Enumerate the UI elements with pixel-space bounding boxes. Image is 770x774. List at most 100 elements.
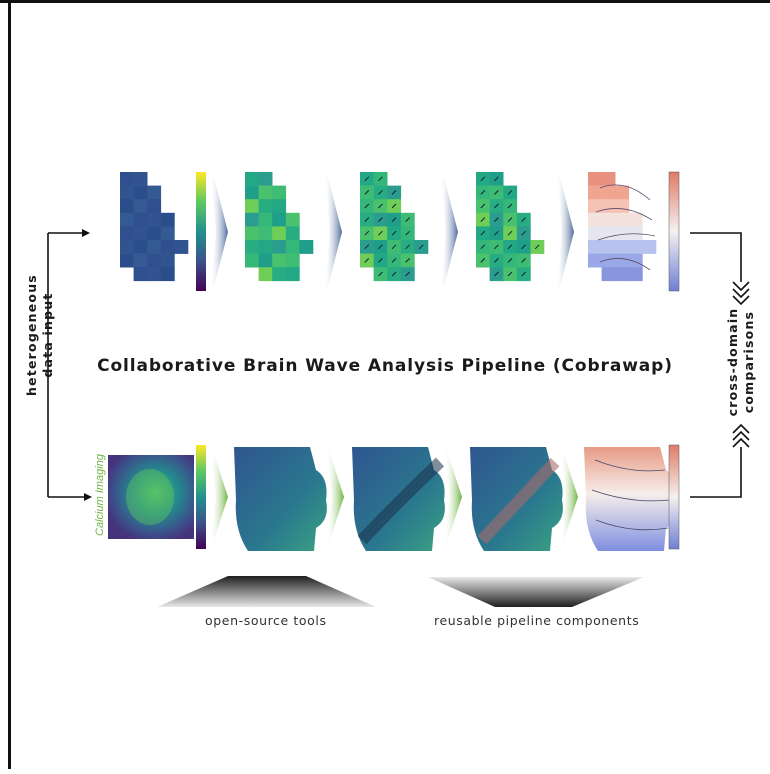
- vector-mark: [494, 230, 499, 236]
- grid-cell: [601, 226, 616, 241]
- vector-mark: [391, 190, 397, 195]
- cortex-region: [126, 469, 174, 525]
- raw-signal-map: [120, 172, 189, 282]
- vector-mark: [507, 271, 513, 277]
- vector-mark: [405, 217, 410, 222]
- grid-cell: [272, 212, 287, 227]
- output-connector-top: [690, 232, 742, 282]
- grid-cell: [588, 212, 602, 227]
- vector-mark: [391, 258, 397, 263]
- grid-cell: [285, 226, 300, 241]
- left-label-line-2: data input: [40, 292, 55, 378]
- double-chevron-icon: [732, 423, 750, 448]
- coolwarm-colorbar: [668, 444, 680, 550]
- grid-cell: [285, 240, 300, 254]
- grid-cell: [133, 226, 148, 241]
- phase-cortex-map: [584, 447, 677, 551]
- vector-mark: [480, 258, 486, 263]
- viridis-colorbar: [196, 172, 206, 291]
- contour-line: [594, 459, 666, 472]
- vector-mark: [405, 258, 410, 263]
- grid-cell: [601, 240, 616, 254]
- calcium-imaging-text: Calcium Imaging: [94, 454, 106, 536]
- grid-cell: [258, 226, 273, 241]
- top-row-stages: [120, 162, 680, 302]
- grid-cell: [615, 199, 630, 214]
- vector-mark: [364, 190, 370, 195]
- vector-mark: [378, 244, 383, 250]
- chevron-right-icon: [444, 442, 462, 552]
- vector-mark: [391, 271, 397, 277]
- vector-mark: [507, 258, 513, 263]
- vector-mark: [480, 190, 486, 195]
- grid-cell: [601, 199, 616, 214]
- grid-cell: [258, 212, 273, 227]
- grid-cell: [160, 212, 175, 227]
- vector-mark: [521, 258, 526, 263]
- vector-mark: [494, 190, 499, 195]
- vector-mark: [364, 244, 370, 250]
- chevron-right-icon: [326, 442, 344, 552]
- vector-mark: [494, 176, 499, 182]
- grid-cell: [642, 240, 657, 254]
- grid-cell: [120, 199, 134, 214]
- grid-cell: [615, 253, 630, 268]
- grid-cell: [615, 185, 630, 200]
- arrow-right-icon: [84, 493, 92, 501]
- grid-cell: [133, 212, 148, 227]
- vector-mark: [480, 230, 486, 236]
- vector-mark: [494, 271, 499, 277]
- right-label-line-2: comparisons: [741, 310, 756, 414]
- grid-cell: [133, 267, 148, 282]
- pipeline-components-trapezoid: [428, 577, 644, 607]
- grid-cell: [615, 212, 630, 227]
- chevron-right-icon: [210, 442, 228, 552]
- vector-mark: [480, 176, 486, 182]
- chevron-right-icon: [560, 442, 578, 552]
- grid-cell: [272, 267, 287, 282]
- chevron-right-icon: [440, 162, 458, 302]
- vector-mark: [364, 230, 370, 236]
- grid-cell: [245, 253, 259, 268]
- vector-mark: [480, 203, 486, 209]
- chevron-right-icon: [324, 162, 342, 302]
- output-connector-bottom: [690, 447, 742, 498]
- velocity-map: [476, 172, 545, 282]
- calcium-imaging-image: [108, 455, 194, 539]
- grid-cell: [120, 212, 134, 227]
- vector-mark: [418, 244, 424, 250]
- grid-cell: [245, 199, 259, 214]
- grid-cell: [120, 253, 134, 268]
- grid-cell: [133, 240, 148, 254]
- open-source-tools-caption: open-source tools: [205, 613, 327, 628]
- vector-mark: [480, 217, 486, 222]
- grid-cell: [615, 267, 630, 282]
- vector-mark: [494, 203, 499, 209]
- contour-line: [597, 233, 656, 241]
- bottom-row-stages: [108, 442, 680, 552]
- vector-mark: [378, 230, 383, 236]
- vector-mark: [507, 230, 513, 236]
- grid-cell: [133, 185, 148, 200]
- wave-phase-map: [588, 172, 657, 282]
- grid-cell: [258, 185, 273, 200]
- processed-signal-map: [245, 172, 314, 282]
- vector-mark: [378, 217, 383, 222]
- pipeline-title: Collaborative Brain Wave Analysis Pipeli…: [97, 356, 673, 376]
- vector-mark: [494, 258, 499, 263]
- pipeline-components-caption: reusable pipeline components: [434, 613, 640, 628]
- double-chevron-icon: [732, 281, 750, 306]
- vector-mark: [364, 176, 370, 182]
- vector-mark: [391, 230, 397, 236]
- grid-cell: [245, 226, 259, 241]
- grid-cell: [588, 199, 602, 214]
- vector-mark: [378, 203, 383, 209]
- vector-mark: [507, 217, 513, 222]
- arrow-right-icon: [82, 229, 90, 237]
- grid-cell: [174, 240, 189, 254]
- grid-cell: [147, 212, 162, 227]
- grid-cell: [588, 185, 602, 200]
- grid-cell: [628, 267, 643, 282]
